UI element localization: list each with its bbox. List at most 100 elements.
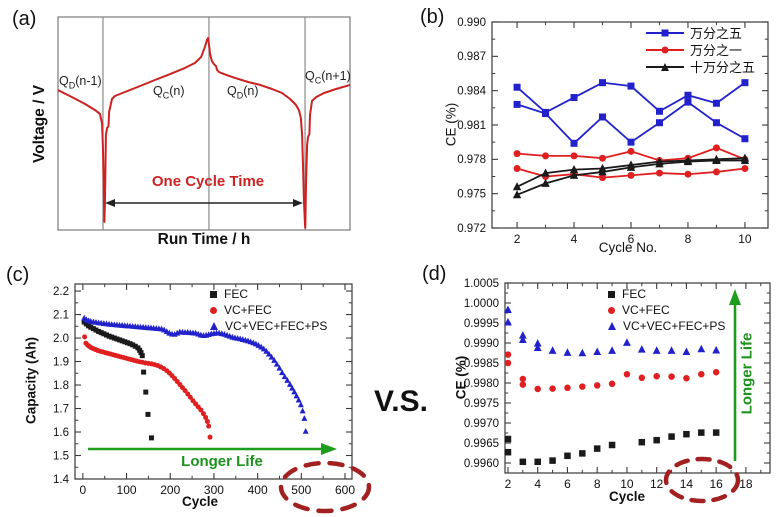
panel-d-xlabel: Cycle: [608, 489, 646, 504]
legend-label: VC+VEC+FEC+PS: [225, 319, 328, 333]
series-万分之五: [513, 98, 749, 147]
legend-label: FEC: [622, 287, 646, 301]
series-FEC: [81, 319, 154, 441]
black-triangle-line-marker: [646, 62, 684, 72]
svg-text:12: 12: [650, 477, 664, 491]
svg-text:0.9970: 0.9970: [464, 418, 499, 430]
series-VC+VEC+FEC+PS: [504, 305, 721, 357]
one-cycle-time-label: One Cycle Time: [151, 173, 265, 190]
panel-b-ylabel: CE (%): [443, 102, 459, 147]
svg-text:600: 600: [335, 483, 355, 497]
svg-text:2: 2: [514, 232, 521, 246]
svg-text:2.0: 2.0: [53, 333, 69, 345]
svg-text:2: 2: [505, 477, 512, 491]
svg-text:0.984: 0.984: [457, 85, 486, 97]
svg-text:1.8: 1.8: [53, 380, 69, 392]
svg-text:18: 18: [739, 477, 753, 491]
panel-d-legend: FEC VC+FEC VC+VEC+FEC+PS: [608, 286, 725, 334]
blue-triangle-marker: [608, 322, 616, 330]
svg-text:0.990: 0.990: [457, 17, 486, 29]
panel-b-plot: 2 4 6 8 10 0.972 0.975 0.978 0.981 0.984 0.987 0.99…: [457, 17, 769, 246]
legend-entry: VC+FEC: [210, 302, 327, 318]
legend-entry: 万分之一: [646, 41, 755, 58]
svg-text:0.9995: 0.9995: [464, 318, 499, 330]
panel-c-ylabel: Capacity (Ah): [23, 337, 39, 425]
svg-text:4: 4: [534, 477, 541, 491]
svg-text:10: 10: [620, 477, 634, 491]
qc-n-label: QC(n): [153, 84, 185, 101]
svg-text:1.7: 1.7: [53, 403, 69, 415]
legend-label: VC+FEC: [622, 303, 670, 317]
black-square-marker: [608, 290, 615, 298]
svg-text:6: 6: [564, 477, 571, 491]
red-circle-line-marker: [646, 45, 684, 55]
longer-life-label-c: Longer Life: [181, 453, 263, 470]
svg-text:1.0005: 1.0005: [464, 278, 499, 290]
svg-text:0.987: 0.987: [457, 51, 486, 63]
svg-text:200: 200: [160, 483, 180, 497]
panel-a-xlabel: Run Time / h: [157, 231, 251, 248]
svg-text:0.9985: 0.9985: [464, 358, 499, 370]
legend-entry: FEC: [608, 286, 725, 302]
svg-text:2.2: 2.2: [53, 286, 69, 298]
vs-label: V.S.: [374, 385, 428, 418]
panel-c-plot: 0 100 200 300 400 500 600 1.4 1.5 1.6 1.7 1.8 1.9 2.0…: [53, 283, 355, 497]
legend-label: 万分之一: [690, 43, 743, 58]
panel-a-ylabel: Voltage / V: [31, 84, 48, 164]
svg-text:0.978: 0.978: [457, 154, 486, 166]
svg-text:6: 6: [628, 232, 635, 246]
highlight-ellipse-c: [278, 460, 372, 514]
svg-text:1.5: 1.5: [53, 450, 69, 462]
legend-entry: FEC: [210, 286, 327, 302]
svg-text:0.9965: 0.9965: [464, 438, 499, 450]
svg-text:8: 8: [594, 477, 601, 491]
legend-label: 万分之五: [690, 26, 743, 41]
panel-a-plot: [57, 16, 351, 231]
svg-text:0.9990: 0.9990: [464, 338, 499, 350]
svg-text:500: 500: [291, 483, 311, 497]
svg-text:0.9960: 0.9960: [464, 458, 499, 470]
legend-entry: 十万分之五: [646, 58, 755, 75]
panel-b-legend: 万分之五 万分之一 十万分之五: [646, 24, 755, 75]
svg-text:1.9: 1.9: [53, 356, 69, 368]
svg-text:0.9975: 0.9975: [464, 398, 499, 410]
longer-life-label-d: Longer Life: [738, 332, 756, 415]
legend-entry: VC+VEC+FEC+PS: [608, 318, 725, 334]
black-square-marker: [210, 290, 217, 298]
svg-text:0.981: 0.981: [457, 120, 486, 132]
svg-text:400: 400: [248, 483, 268, 497]
svg-text:2.1: 2.1: [53, 309, 69, 321]
svg-text:1.6: 1.6: [53, 427, 69, 439]
qd-n-label: QD(n): [227, 84, 259, 101]
voltage-curve: [57, 37, 351, 229]
series-FEC: [504, 429, 720, 466]
panel-c-tag: (c): [6, 264, 30, 286]
svg-text:0: 0: [80, 483, 87, 497]
legend-label: 十万分之五: [690, 60, 756, 75]
svg-text:16: 16: [709, 477, 723, 491]
series-VC+FEC: [82, 334, 213, 440]
blue-triangle-marker: [210, 322, 218, 330]
svg-text:300: 300: [204, 483, 224, 497]
legend-label: VC+FEC: [224, 303, 272, 317]
svg-text:1.4: 1.4: [53, 474, 70, 486]
series-VC+FEC: [504, 351, 720, 393]
red-circle-marker: [608, 306, 615, 314]
svg-text:0.975: 0.975: [457, 188, 486, 200]
annotations: [88, 289, 741, 514]
legend-entry: VC+VEC+FEC+PS: [210, 318, 327, 334]
qc-n-plus-1-label: QC(n+1): [305, 69, 351, 86]
legend-entry: VC+FEC: [608, 302, 725, 318]
panel-b-tag: (b): [420, 6, 445, 28]
panel-c-xlabel: Cycle: [181, 494, 219, 509]
panel-c-legend: FEC VC+FEC VC+VEC+FEC+PS: [210, 286, 327, 334]
panel-d-ylabel: CE (%): [453, 355, 469, 400]
panel-d-tag: (d): [422, 263, 447, 285]
svg-text:0.9980: 0.9980: [464, 378, 499, 390]
red-circle-marker: [210, 306, 217, 314]
svg-text:10: 10: [738, 232, 752, 246]
qd-n-minus-1-label: QD(n-1): [59, 74, 102, 91]
legend-label: VC+VEC+FEC+PS: [623, 319, 726, 333]
svg-text:4: 4: [571, 232, 578, 246]
